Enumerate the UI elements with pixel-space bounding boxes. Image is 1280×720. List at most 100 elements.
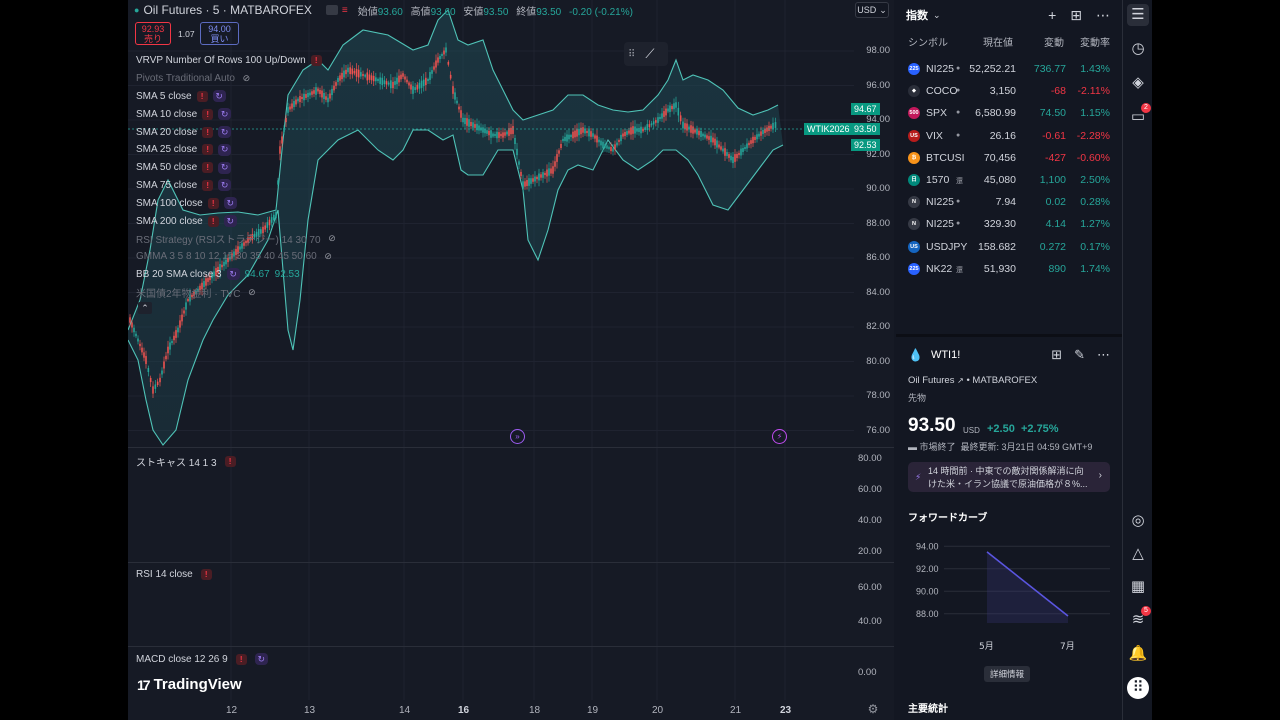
buy-button[interactable]: 94.00 買い [200, 22, 239, 45]
indicator-row[interactable]: VRVP Number Of Rows 100 Up/Down! [136, 52, 339, 70]
refresh-icon[interactable]: ↻ [218, 126, 232, 139]
warning-icon[interactable]: ! [202, 179, 214, 191]
refresh-icon[interactable]: ↻ [218, 143, 232, 156]
stoch-axis-label: 60.00 [858, 484, 882, 495]
watchlist-title[interactable]: 指数 [906, 10, 928, 22]
watchlist-row[interactable]: 225 NI225 ● 52,252.21 736.77 1.43% [896, 58, 1122, 80]
news-item[interactable]: ⚡ 14 時間前 · 中東での敵対関係解消に向けた米・イラン協議で原油価格が８%… [908, 462, 1110, 492]
watchlist-icon[interactable]: ☰ [1127, 4, 1149, 26]
details-button[interactable]: 詳細情報 [984, 666, 1031, 682]
feed-icon[interactable]: ≋ 5 [1127, 606, 1151, 631]
pane-separator[interactable] [128, 447, 894, 448]
indicator-row[interactable]: BB 20 SMA close 3 ↻ 94.67 92.53 [136, 266, 339, 284]
indicator-row[interactable]: SMA 20 close! ↻ [136, 123, 339, 141]
sell-button[interactable]: 92.93 売り [135, 22, 171, 45]
symbol-logo-icon: 500 [908, 107, 920, 120]
more-icon[interactable]: ⋯ [1097, 347, 1110, 362]
indicator-row[interactable]: SMA 50 close! ↻ [136, 159, 339, 177]
bolt-marker-icon[interactable]: ⚡ [772, 429, 787, 444]
grid-icon[interactable]: ⊞ [1051, 347, 1063, 362]
refresh-icon[interactable]: ↻ [218, 161, 232, 174]
indicator-row[interactable]: SMA 200 close! ↻ [136, 212, 339, 230]
watchlist-row[interactable]: 日 1570 還 45,080 1,100 2.50% [896, 169, 1122, 191]
indicator-row[interactable]: Pivots Traditional Auto ⊘ [136, 70, 339, 88]
candle-body [508, 128, 510, 136]
trend-line-icon[interactable]: ⟋ [645, 46, 655, 61]
indicator-row[interactable]: 米国債2年物金利 · TVC ⊘ [136, 283, 339, 301]
candle-body [364, 74, 366, 77]
forward-curve-chart[interactable]: 94.00 92.00 90.00 88.00 5月 7月 [896, 533, 1122, 663]
watchlist-row[interactable]: 225 NK22 還 51,930 890 1.74% [896, 258, 1122, 280]
warning-icon[interactable]: ! [310, 55, 322, 67]
bell-icon[interactable]: 🔔 [1128, 645, 1148, 662]
indicator-row[interactable]: SMA 5 close! ↻ [136, 88, 339, 106]
watchlist-row[interactable]: N NI225 ● 329.30 4.14 1.27% [896, 213, 1122, 235]
hidden-eye-icon[interactable]: ⊘ [248, 286, 256, 297]
watchlist-row[interactable]: 500 SPX ● 6,580.99 74.50 1.15% [896, 102, 1122, 124]
tradingview-logo[interactable]: 17 TradingView [137, 676, 242, 693]
chart-area[interactable]: ● Oil Futures · 5 · MATBAROFEX ≡ 始値93.60… [128, 0, 894, 720]
settings-gear-icon[interactable]: ⚙ [867, 702, 879, 716]
candle-body [347, 67, 349, 73]
pane-separator[interactable] [128, 646, 894, 647]
event-marker-icon[interactable]: » [510, 429, 525, 444]
chevron-down-icon[interactable]: ⌄ [933, 9, 941, 20]
refresh-icon[interactable]: ↻ [212, 90, 226, 103]
indicator-row[interactable]: SMA 100 close! ↻ [136, 194, 339, 212]
indicator-name: RSI Strategy (RSIストラテジー) 14 30 70 [136, 235, 321, 247]
apps-icon[interactable]: ⠿ [1127, 677, 1149, 699]
currency-select[interactable]: USD ⌄ [855, 2, 889, 18]
calendar-icon[interactable]: ▦ [1130, 578, 1146, 595]
hidden-eye-icon[interactable]: ⊘ [242, 73, 251, 84]
refresh-icon[interactable]: ↻ [218, 179, 232, 192]
refresh-icon[interactable]: ↻ [223, 197, 237, 210]
symbol-price: 45,080 [983, 173, 1016, 186]
warning-icon[interactable]: ! [207, 215, 219, 227]
time-axis-label: 12 [226, 705, 238, 716]
add-icon[interactable]: + [1048, 7, 1057, 23]
hidden-eye-icon[interactable]: ⊘ [328, 233, 336, 244]
watchlist-row[interactable]: US USDJPY 158.682 0.272 0.17% [896, 236, 1122, 258]
collapse-icon[interactable] [325, 5, 338, 15]
pane-separator[interactable] [128, 562, 894, 563]
warning-icon[interactable]: ! [196, 90, 208, 102]
warning-icon[interactable]: ! [202, 108, 214, 120]
warning-icon[interactable]: ! [202, 162, 214, 174]
refresh-icon[interactable]: ↻ [218, 108, 232, 121]
edit-icon[interactable]: ✎ [1074, 347, 1085, 362]
detail-name[interactable]: Oil Futures ↗ • MATBAROFEX [908, 375, 1038, 386]
chat-icon[interactable]: ▭ 2 [1127, 103, 1151, 128]
drawing-toolbar[interactable]: ⠿ ⟋ [624, 42, 668, 66]
price-axis[interactable]: 98.00 96.00 94.00 92.00 90.00 88.00 86.00 84.00… [854, 0, 894, 700]
target-icon[interactable]: ◎ [1131, 512, 1145, 529]
price-chart[interactable] [128, 0, 894, 700]
indicator-row[interactable]: SMA 25 close! ↻ [136, 141, 339, 159]
watchlist-row[interactable]: US VIX ● 26.16 -0.61 -2.28% [896, 125, 1122, 147]
time-axis[interactable]: 12 13 14 16 18 19 20 21 23 [128, 700, 894, 720]
layers-icon[interactable]: ◈ [1132, 74, 1144, 91]
ideas-icon[interactable]: △ [1132, 545, 1144, 562]
refresh-icon[interactable]: ↻ [226, 268, 240, 281]
watchlist-row[interactable]: N NI225 ● 7.94 0.02 0.28% [896, 191, 1122, 213]
symbol-title[interactable]: Oil Futures · 5 · MATBAROFEX [143, 3, 312, 17]
drag-handle-icon[interactable]: ⠿ [628, 48, 636, 60]
hidden-eye-icon[interactable]: ⊘ [324, 251, 332, 262]
collapse-legend-icon[interactable]: ⌃ [138, 302, 152, 314]
warning-icon[interactable]: ! [202, 144, 214, 156]
clock-icon[interactable]: ◷ [1131, 40, 1145, 57]
refresh-icon[interactable]: ↻ [223, 215, 237, 228]
candle-body [730, 155, 732, 161]
indicator-row[interactable]: RSI Strategy (RSIストラテジー) 14 30 70 ⊘ [136, 230, 339, 248]
indicator-row[interactable]: SMA 10 close! ↻ [136, 105, 339, 123]
watchlist-row[interactable]: ◆ COCO ● 3,150 -68 -2.11% [896, 80, 1122, 102]
panel-divider[interactable] [896, 334, 1122, 337]
indicator-row[interactable]: SMA 75 close! ↻ [136, 177, 339, 195]
detail-symbol[interactable]: 💧 WTI1! [908, 348, 961, 362]
warning-icon[interactable]: ! [207, 197, 219, 209]
indicator-row[interactable]: GMMA 3 5 8 10 12 15 30 35 40 45 50 60 ⊘ [136, 248, 339, 266]
table-icon[interactable]: ⊞ [1070, 7, 1082, 23]
watchlist-row[interactable]: ₿ BTCUSI 70,456 -427 -0.60% [896, 147, 1122, 169]
warning-icon[interactable]: ! [202, 126, 214, 138]
more-icon[interactable]: ⋯ [1096, 7, 1110, 23]
candle-body [532, 178, 534, 182]
